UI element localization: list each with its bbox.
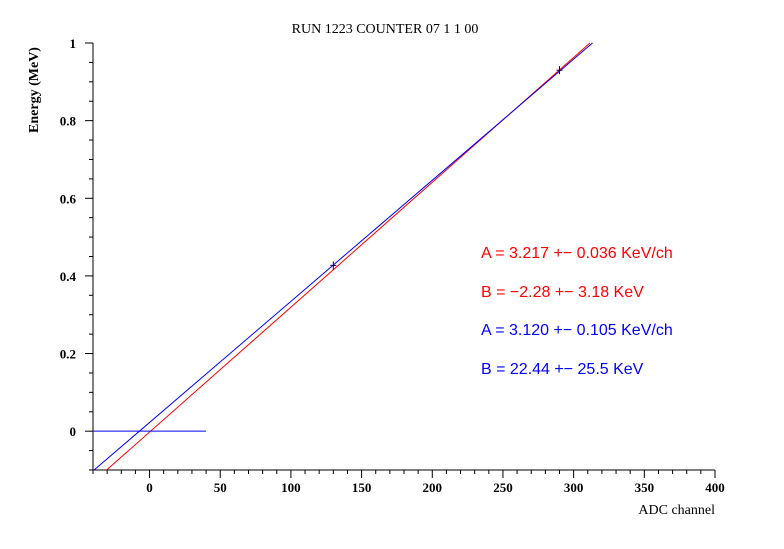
fit2-intercept-annotation: B = 22.44 +− 25.5 KeV (481, 361, 644, 378)
fit-annotations: A = 3.217 +− 0.036 KeV/ch B = −2.28 +− 3… (481, 245, 673, 378)
x-tick-label: 100 (281, 480, 301, 495)
data-points (330, 66, 563, 270)
x-tick-label: 400 (705, 480, 725, 495)
x-tick-label: 50 (214, 480, 227, 495)
x-tick-label: 250 (493, 480, 513, 495)
fit2-slope-annotation: A = 3.120 +− 0.105 KeV/ch (481, 322, 673, 339)
y-tick-label: 0.6 (60, 191, 77, 206)
y-tick-label: 0.2 (60, 347, 76, 362)
fit1-slope-annotation: A = 3.217 +− 0.036 KeV/ch (481, 245, 673, 262)
x-tick-label: 0 (146, 480, 153, 495)
y-tick-label: 0.8 (60, 114, 77, 129)
y-axis-label: Energy (MeV) (27, 47, 42, 133)
x-tick-label: 300 (564, 480, 584, 495)
chart-title: RUN 1223 COUNTER 07 1 1 00 (292, 22, 479, 37)
fit-line-2 (93, 42, 593, 471)
x-tick-label: 350 (635, 480, 655, 495)
x-tick-label: 200 (423, 480, 443, 495)
fit1-intercept-annotation: B = −2.28 +− 3.18 KeV (481, 284, 644, 301)
x-axis-label: ADC channel (638, 503, 715, 518)
y-tick-label: 0.4 (60, 269, 77, 284)
calibration-point-1 (330, 261, 337, 270)
x-tick-label: 150 (352, 480, 372, 495)
axes: 0 50 100 150 200 250 300 350 400 0 0.2 0.4 0.6 0.8 1 (60, 36, 725, 495)
y-tick-label: 1 (70, 36, 77, 51)
calibration-point-2 (556, 66, 563, 75)
y-tick-label: 0 (70, 424, 77, 439)
fit-lines (93, 42, 593, 471)
